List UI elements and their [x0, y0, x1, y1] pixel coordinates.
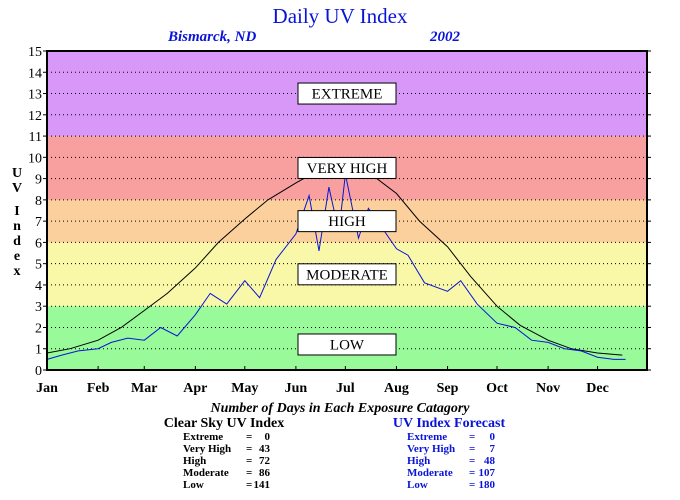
forecast-row-equals: =	[469, 467, 475, 479]
clear-sky-row-value: 0	[265, 431, 271, 443]
clear-sky-row-equals: =	[246, 443, 252, 455]
clear-sky-row-value: 141	[254, 479, 271, 491]
footer-tables: Extreme = 0 Very High = 43 High = 72 Moderate = 86 L…	[183, 431, 496, 491]
zone-label: EXTREME	[312, 87, 383, 103]
forecast-row-equals: =	[469, 479, 475, 491]
x-tick-label: Dec	[586, 381, 609, 396]
y-axis-label-char: x	[14, 264, 21, 279]
forecast-row-value: 107	[479, 467, 496, 479]
zone-label: LOW	[330, 337, 365, 353]
clear-sky-row-value: 86	[259, 467, 271, 479]
x-tick-label: Jan	[36, 381, 58, 396]
zone-label: MODERATE	[306, 267, 388, 283]
x-tick-label: Apr	[183, 381, 207, 396]
clear-sky-row-equals: =	[246, 431, 252, 443]
clear-sky-row-value: 43	[259, 443, 271, 455]
chart-year: 2002	[429, 29, 461, 45]
clear-sky-row-label: Low	[183, 479, 204, 491]
zone-label-box	[297, 333, 397, 356]
clear-sky-row-value: 72	[259, 455, 271, 467]
y-tick-label: 12	[28, 109, 42, 124]
x-tick-label: Jul	[336, 381, 355, 396]
clear-sky-row-label: Very High	[183, 443, 231, 455]
zone-label-box	[297, 210, 397, 233]
y-axis-label-char: I	[14, 204, 19, 219]
y-tick-label: 7	[35, 215, 42, 230]
x-tick-label: Jun	[285, 381, 308, 396]
y-tick-label: 11	[29, 130, 42, 145]
forecast-row-equals: =	[469, 443, 475, 455]
y-tick-label: 3	[35, 300, 42, 315]
y-tick-label: 0	[35, 364, 42, 379]
clear-sky-row-label: High	[183, 455, 206, 467]
y-tick-label: 13	[28, 88, 42, 103]
forecast-row-value: 7	[490, 443, 496, 455]
forecast-row-label: Low	[407, 479, 428, 491]
zone-labels: LOW MODERATE HIGH VERY HIGH EXTREME	[297, 82, 397, 356]
forecast-row-label: High	[407, 455, 430, 467]
y-tick-label: 4	[35, 279, 42, 294]
y-axis-label-char: d	[13, 234, 21, 249]
y-axis-label-char: n	[13, 219, 21, 234]
clear-sky-row-equals: =	[246, 479, 252, 491]
x-axis-ticks: Jan Feb Mar Apr May Jun Jul Aug Sep Oct Nov Dec	[36, 366, 609, 396]
x-tick-label: Aug	[384, 381, 409, 396]
clear-sky-row-equals: =	[246, 467, 252, 479]
forecast-row-equals: =	[469, 431, 475, 443]
y-tick-label: 8	[35, 194, 42, 209]
forecast-header: UV Index Forecast	[393, 416, 506, 431]
forecast-row-value: 48	[484, 455, 496, 467]
forecast-row-value: 0	[490, 431, 496, 443]
y-axis-label-char: V	[12, 181, 22, 196]
y-tick-label: 1	[35, 343, 42, 358]
zone-label-box	[297, 82, 397, 105]
x-tick-label: Nov	[536, 381, 560, 396]
forecast-row-label: Moderate	[407, 467, 453, 479]
plot-frame	[46, 50, 648, 371]
chart-title: Daily UV Index	[273, 4, 408, 28]
y-tick-label: 15	[28, 45, 42, 60]
x-tick-label: May	[231, 381, 258, 396]
forecast-row-label: Extreme	[407, 431, 447, 443]
forecast-row-equals: =	[469, 455, 475, 467]
clear-sky-row-equals: =	[246, 455, 252, 467]
clear-sky-row-label: Extreme	[183, 431, 223, 443]
zone-label: VERY HIGH	[307, 161, 388, 177]
zone-label-box	[297, 156, 397, 179]
clear-sky-row-label: Moderate	[183, 467, 229, 479]
x-tick-label: Oct	[486, 381, 508, 396]
x-tick-label: Mar	[131, 381, 157, 396]
zone-label-box	[297, 263, 397, 286]
y-tick-label: 6	[35, 236, 42, 251]
x-tick-label: Sep	[437, 381, 459, 396]
y-tick-label: 9	[35, 173, 42, 188]
zone-label: HIGH	[328, 214, 366, 230]
y-tick-label: 10	[28, 151, 42, 166]
forecast-row-value: 180	[479, 479, 496, 491]
forecast-row-label: Very High	[407, 443, 455, 455]
y-tick-label: 5	[35, 258, 42, 273]
y-axis-label-char: U	[12, 166, 22, 181]
clear-sky-header: Clear Sky UV Index	[164, 416, 284, 431]
x-tick-label: Feb	[87, 381, 110, 396]
footer-title: Number of Days in Each Exposure Catagory	[209, 401, 470, 416]
chart-location: Bismarck, ND	[167, 29, 257, 45]
y-axis-label-char: e	[14, 249, 20, 264]
y-tick-label: 14	[28, 66, 42, 81]
y-tick-label: 2	[35, 321, 42, 336]
